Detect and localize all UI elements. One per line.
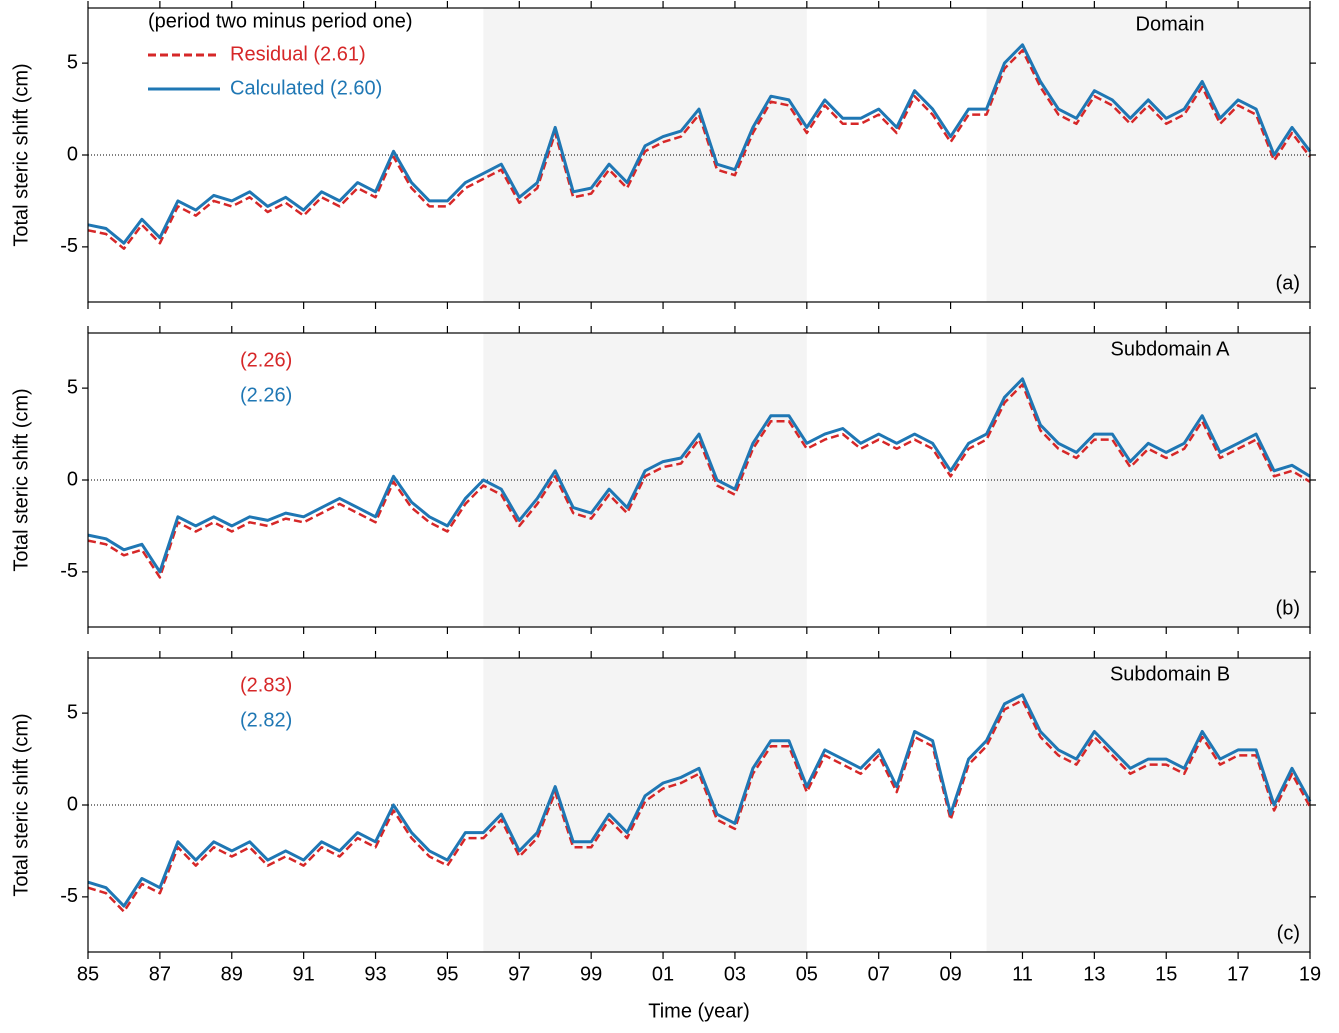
- legend-label: Residual (2.61): [230, 43, 366, 65]
- x-tick-label: 85: [77, 963, 99, 985]
- legend-label: (2.26): [240, 349, 292, 371]
- legend-label: Calculated (2.60): [230, 77, 382, 99]
- series-line: [87, 383, 1311, 579]
- x-tick-label: 03: [724, 963, 746, 985]
- plot-frame: [87, 332, 1311, 628]
- panel-title: Subdomain B: [1110, 663, 1230, 685]
- y-axis-label: Total steric shift (cm): [10, 388, 32, 571]
- legend-label: (2.26): [240, 384, 292, 406]
- plot-frame: [87, 657, 1311, 953]
- legend-label: (2.82): [240, 709, 292, 731]
- y-tick-label: 5: [67, 51, 78, 73]
- y-tick-label: 0: [67, 143, 78, 165]
- legend-title: (period two minus period one): [148, 10, 413, 32]
- shaded-period: [483, 658, 807, 952]
- shaded-period: [483, 8, 807, 302]
- shaded-period: [986, 8, 1310, 302]
- y-axis-label: Total steric shift (cm): [10, 713, 32, 896]
- y-axis-label: Total steric shift (cm): [10, 63, 32, 246]
- panel-label: (b): [1276, 597, 1300, 619]
- series-line: [87, 49, 1311, 250]
- x-tick-label: 95: [436, 963, 458, 985]
- series-line: [87, 43, 1312, 245]
- x-tick-label: 91: [293, 963, 315, 985]
- series-line: [87, 699, 1312, 913]
- y-tick-label: -5: [60, 235, 78, 257]
- y-tick-label: 0: [67, 468, 78, 490]
- x-tick-label: 17: [1227, 963, 1249, 985]
- x-tick-label: 11: [1012, 963, 1033, 985]
- x-tick-label: 13: [1083, 963, 1105, 985]
- x-tick-label: 07: [868, 963, 890, 985]
- x-tick-label: 97: [508, 963, 530, 985]
- panel-title: Subdomain A: [1111, 338, 1231, 360]
- y-tick-label: -5: [60, 885, 78, 907]
- x-tick-label: 93: [364, 963, 386, 985]
- x-tick-label: 87: [149, 963, 171, 985]
- shaded-period: [986, 333, 1310, 627]
- panel-title: Domain: [1136, 13, 1205, 35]
- legend-label: (2.83): [240, 674, 292, 696]
- x-tick-label: 01: [652, 963, 674, 985]
- panel-label: (a): [1276, 272, 1300, 294]
- x-tick-label: 89: [221, 963, 243, 985]
- plot-frame: [87, 7, 1311, 303]
- shaded-period: [483, 333, 807, 627]
- x-tick-label: 09: [939, 963, 961, 985]
- x-axis-label: Time (year): [648, 1000, 749, 1022]
- x-tick-label: 99: [580, 963, 602, 985]
- y-tick-label: 5: [67, 701, 78, 723]
- x-tick-label: 05: [796, 963, 818, 985]
- shaded-period: [986, 658, 1310, 952]
- series-line: [87, 377, 1311, 574]
- y-tick-label: 0: [67, 793, 78, 815]
- panel-label: (c): [1277, 922, 1300, 944]
- y-tick-label: -5: [60, 560, 78, 582]
- y-tick-label: 5: [67, 376, 78, 398]
- series-line: [87, 693, 1312, 908]
- x-tick-label: 19: [1299, 963, 1321, 985]
- x-tick-label: 15: [1155, 963, 1177, 985]
